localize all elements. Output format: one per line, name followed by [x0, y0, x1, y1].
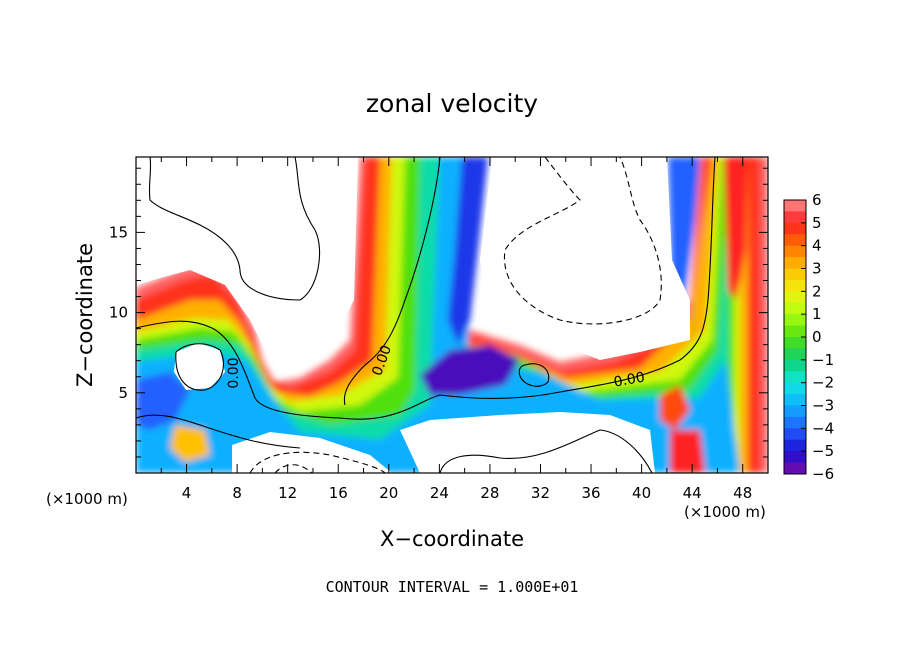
contour-lower-dashed	[249, 451, 386, 473]
colorbar-cell	[784, 268, 806, 281]
left-loop-white	[174, 343, 225, 390]
colorbar-cell	[784, 245, 806, 258]
x-tick-label: 20	[379, 484, 398, 502]
contour-label: 0.00	[613, 369, 646, 390]
y-tick-label: 15	[109, 223, 128, 241]
contour-upper-left	[148, 157, 321, 301]
colorbar-cell	[784, 416, 806, 429]
colorbar: 6 5 4 3 2 1 0 −1 −2 −3 −4 −5 −6	[783, 191, 834, 483]
colorbar-tick-label: −1	[812, 351, 834, 369]
y-axis-label: Z−coordinate	[73, 243, 97, 387]
upper-left-white	[136, 157, 358, 360]
colorbar-cell	[784, 462, 806, 475]
colorbar-cell	[784, 291, 806, 304]
x-tick-label: 8	[232, 484, 242, 502]
colorbar-tick-label: 1	[812, 305, 822, 323]
y-ticks: 5 10 15	[109, 167, 768, 458]
colorbar-cell	[784, 337, 806, 349]
y-tick-label: 5	[118, 384, 128, 402]
contour-small-loop	[518, 363, 550, 387]
colorbar-tick-label: −2	[812, 374, 834, 392]
lower-middle-white	[400, 412, 655, 473]
colorbar-cell	[784, 394, 806, 406]
lower-left-white	[232, 432, 392, 473]
contour-interval-note: CONTOUR INTERVAL = 1.000E+01	[326, 578, 579, 596]
colorbar-tick-label: −4	[812, 419, 834, 437]
contour-zero-main	[136, 157, 716, 420]
contour-left-loop	[175, 343, 224, 391]
colorbar-tick-label: 4	[812, 237, 822, 255]
velocity-field	[136, 157, 768, 473]
plot-frame	[135, 156, 769, 474]
colorbar-cell	[784, 302, 806, 315]
contour-negative-dashed	[503, 157, 662, 325]
colorbar-cell	[784, 428, 806, 441]
colorbar-tick-label: 6	[812, 191, 822, 209]
contour-lower-middle	[439, 429, 653, 473]
colorbar-cell	[784, 279, 806, 292]
x-tick-label: 24	[430, 484, 449, 502]
chart-title: zonal velocity	[366, 89, 538, 118]
upper-middle-white	[480, 157, 690, 360]
colorbar-cell	[784, 200, 806, 212]
colorbar-tick-label: −3	[812, 397, 834, 415]
colorbar-cell	[784, 211, 806, 224]
right-red-cell	[660, 385, 690, 430]
colorbar-cell	[784, 371, 806, 384]
core-purple	[420, 345, 520, 395]
band-blue	[136, 157, 740, 473]
x-tick-label: 4	[182, 484, 192, 502]
right-red-column	[724, 157, 748, 300]
field-layers	[136, 157, 768, 473]
x-tick-label: 12	[278, 484, 297, 502]
colorbar-tick-label: −5	[812, 442, 834, 460]
colorbar-tick-label: 3	[812, 260, 822, 278]
colorbar-cell	[784, 405, 806, 418]
left-yellow-cell	[170, 425, 210, 462]
colorbar-tick-label: −6	[812, 465, 834, 483]
colorbar-cell	[784, 325, 806, 338]
contour-label: 0.00	[226, 357, 242, 388]
y-tick-label: 10	[109, 304, 128, 322]
colorbar-tick-label: 0	[812, 328, 822, 346]
colorbar-cell	[784, 451, 806, 464]
x-unit-right: (×1000 m)	[684, 503, 766, 521]
x-ticks: 4 8 12 16 20 24 28 32 36 40 44 48	[160, 157, 752, 502]
colorbar-cells	[784, 200, 806, 475]
right-bottom-red	[670, 430, 705, 473]
x-tick-label: 36	[581, 484, 600, 502]
x-unit-left: (×1000 m)	[46, 490, 128, 508]
x-tick-label: 40	[632, 484, 651, 502]
x-axis-label: X−coordinate	[380, 527, 524, 551]
colorbar-tick-label: 2	[812, 282, 822, 300]
colorbar-tick-label: 5	[812, 214, 822, 232]
colorbar-cell	[784, 348, 806, 361]
x-tick-label: 16	[329, 484, 348, 502]
contour-lower-dashed-small	[274, 464, 313, 473]
colorbar-cell	[784, 439, 806, 452]
x-tick-label: 44	[683, 484, 702, 502]
upper-blue-column	[448, 157, 488, 345]
colorbar-cell	[784, 257, 806, 269]
right-blue-column	[668, 157, 700, 300]
x-tick-label: 32	[531, 484, 550, 502]
colorbar-cell	[784, 314, 806, 327]
colorbar-cell	[784, 359, 806, 372]
colorbar-ticks: 6 5 4 3 2 1 0 −1 −2 −3 −4 −5 −6	[801, 191, 834, 483]
plot-area: 0.00 0.000.00 4 8 12 16 20 24 28 32 36 40 44 48 5101…	[109, 156, 769, 502]
colorbar-cell	[784, 382, 806, 395]
x-tick-label: 48	[733, 484, 752, 502]
contour-zero-lower	[136, 414, 301, 449]
colorbar-cell	[784, 234, 806, 247]
contour-zero-column	[343, 157, 441, 406]
colorbar-cell	[784, 222, 806, 235]
x-tick-label: 28	[480, 484, 499, 502]
out-of-range-areas	[136, 157, 690, 473]
